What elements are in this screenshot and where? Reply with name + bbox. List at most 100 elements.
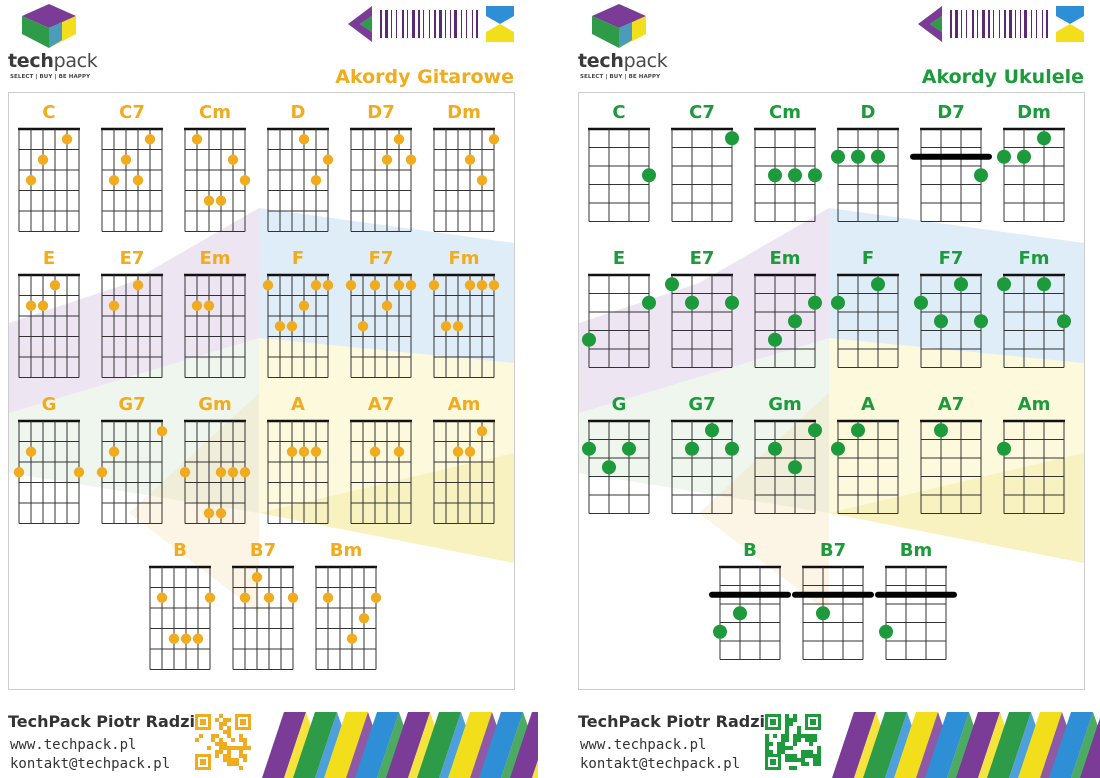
brand-tagline: SELECT | BUY | BE HAPPY <box>10 74 91 80</box>
chord-finger-dot <box>298 446 310 457</box>
chord-name: C <box>42 102 55 123</box>
qr-module <box>809 738 813 742</box>
chord-finger-dot <box>73 467 85 478</box>
qr-module <box>805 762 809 766</box>
chord-finger-dot <box>346 633 358 644</box>
chord-name: F7 <box>939 248 964 269</box>
chord-diagram-guitar-e7: E7 <box>101 248 163 378</box>
website-link[interactable]: www.techpack.pl <box>580 737 707 753</box>
chord-finger-dot <box>452 321 464 332</box>
chord-diagram-guitar-g: G <box>13 394 85 524</box>
chord-finger-dot <box>816 606 830 621</box>
barcode-bar <box>988 10 990 38</box>
qr-module <box>765 742 769 746</box>
chord-finger-dot <box>871 277 885 292</box>
qr-module <box>223 746 227 750</box>
chord-finger-dot <box>381 300 393 311</box>
chord-name: Bm <box>330 540 362 561</box>
qr-module <box>243 742 247 746</box>
band-stripe <box>894 712 938 778</box>
chord-name: G <box>42 394 57 415</box>
chord-finger-dot <box>665 277 679 292</box>
chord-finger-dot <box>239 467 251 478</box>
chord-finger-dot <box>203 195 215 206</box>
chord-finger-dot <box>602 460 616 475</box>
chord-finger-dot <box>997 277 1011 292</box>
qr-module <box>215 754 219 758</box>
chord-finger-dot <box>298 134 310 145</box>
chord-name: A <box>861 394 875 415</box>
qr-module <box>223 730 227 734</box>
chord-diagram-ukulele-em: Em <box>754 248 822 368</box>
sheet-title: Akordy Ukulele <box>921 66 1084 88</box>
barcode-bar <box>461 10 462 38</box>
chord-finger-dot <box>831 441 845 456</box>
qr-module <box>789 722 793 726</box>
chord-finger-dot <box>96 467 108 478</box>
chord-finger-dot <box>251 572 263 583</box>
band-stripe <box>1049 712 1093 778</box>
qr-module <box>801 750 805 754</box>
chord-finger-dot <box>25 446 37 457</box>
qr-module <box>211 738 215 742</box>
email-link[interactable]: kontakt@techpack.pl <box>580 756 741 772</box>
barcode-bar <box>434 10 436 38</box>
chord-name: D <box>861 102 876 123</box>
qr-module <box>805 734 809 738</box>
chord-finger-dot <box>582 441 596 456</box>
chord-finger-dot <box>37 154 49 165</box>
qr-module <box>215 742 219 746</box>
chord-finger-dot <box>310 280 322 291</box>
barcode-arrows-icon <box>918 6 1084 42</box>
chord-finger-dot <box>934 314 948 329</box>
chord-diagram-ukulele-g7: G7 <box>671 394 739 514</box>
qr-module <box>219 726 223 730</box>
chord-diagram-guitar-c7: C7 <box>101 102 163 232</box>
chord-diagram-guitar-fm: Fm <box>428 248 500 378</box>
band-stripe <box>324 712 368 778</box>
chord-finger-dot <box>345 280 357 291</box>
qr-module <box>785 738 789 742</box>
chord-finger-dot <box>934 423 948 438</box>
email-link[interactable]: kontakt@techpack.pl <box>10 756 171 772</box>
band-stripe <box>532 760 538 778</box>
chord-finger-dot <box>488 280 500 291</box>
qr-module <box>781 750 785 754</box>
chord-diagram-ukulele-d: D <box>831 102 899 222</box>
chord-name: Bm <box>900 540 932 561</box>
band-stripe <box>417 712 461 778</box>
chord-finger-dot <box>582 332 596 347</box>
barcode-bar <box>1031 10 1032 38</box>
chord-name: Dm <box>1017 102 1051 123</box>
chord-finger-dot <box>322 154 334 165</box>
chord-finger-dot <box>476 280 488 291</box>
chord-finger-dot <box>1037 277 1051 292</box>
website-link[interactable]: www.techpack.pl <box>10 737 137 753</box>
chord-finger-dot <box>642 295 656 310</box>
chord-name: Gm <box>198 394 232 415</box>
barcode-bar <box>972 10 974 38</box>
band-stripe <box>956 712 1000 778</box>
barcode-bar <box>402 10 404 38</box>
qr-module <box>243 738 247 742</box>
chord-finger-dot <box>428 280 440 291</box>
qr-module <box>805 754 809 758</box>
chord-diagram-ukulele-b: B <box>709 540 791 660</box>
chord-diagram-ukulele-e7: E7 <box>665 248 739 368</box>
chord-name: E7 <box>120 248 145 269</box>
qr-module <box>235 746 239 750</box>
barcode-bar <box>423 10 424 38</box>
qr-finder-core <box>240 719 246 725</box>
barcode-bar <box>380 10 382 38</box>
qr-code-icon <box>195 714 251 770</box>
qr-module <box>215 750 219 754</box>
chord-name: Cm <box>769 102 801 123</box>
qr-module <box>805 750 809 754</box>
qr-module <box>817 762 821 766</box>
qr-module <box>785 722 789 726</box>
footer-decorative-band <box>832 712 1100 778</box>
band-stripe <box>479 712 523 778</box>
chord-finger-dot <box>274 321 286 332</box>
band-stripe <box>448 712 492 778</box>
qr-module <box>789 758 793 762</box>
